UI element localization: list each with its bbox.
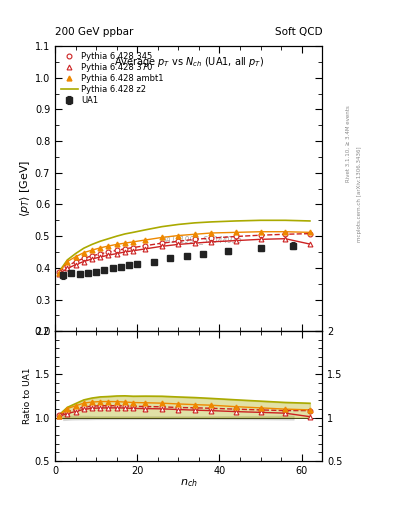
Pythia 6.428 z2: [65, 257, 70, 263]
Line: Pythia 6.428 z2: Pythia 6.428 z2: [59, 220, 310, 272]
Pythia 6.428 ambt1: [258, 229, 263, 235]
Pythia 6.428 ambt1: [176, 232, 181, 239]
Pythia 6.428 z2: [57, 269, 61, 275]
Pythia 6.428 z2: [176, 221, 181, 227]
Pythia 6.428 345: [123, 246, 127, 252]
Text: Soft QCD: Soft QCD: [275, 27, 322, 37]
Pythia 6.428 z2: [193, 220, 197, 226]
Pythia 6.428 345: [143, 243, 148, 249]
Pythia 6.428 ambt1: [143, 237, 148, 243]
Pythia 6.428 345: [258, 232, 263, 238]
Pythia 6.428 370: [65, 265, 70, 271]
Pythia 6.428 z2: [73, 250, 78, 257]
Pythia 6.428 345: [114, 247, 119, 253]
Pythia 6.428 345: [308, 230, 312, 237]
Pythia 6.428 345: [57, 269, 61, 275]
Pythia 6.428 370: [160, 243, 164, 249]
Pythia 6.428 ambt1: [233, 229, 238, 236]
Pythia 6.428 370: [258, 236, 263, 242]
Pythia 6.428 370: [114, 250, 119, 257]
Pythia 6.428 ambt1: [283, 229, 288, 235]
Pythia 6.428 z2: [209, 219, 214, 225]
Pythia 6.428 345: [193, 236, 197, 242]
Pythia 6.428 ambt1: [65, 259, 70, 265]
Pythia 6.428 z2: [160, 224, 164, 230]
Pythia 6.428 z2: [114, 233, 119, 239]
Pythia 6.428 370: [308, 241, 312, 247]
Pythia 6.428 z2: [131, 229, 136, 236]
Pythia 6.428 z2: [106, 236, 111, 242]
Pythia 6.428 345: [209, 235, 214, 241]
Pythia 6.428 370: [131, 248, 136, 254]
Pythia 6.428 z2: [233, 218, 238, 224]
Pythia 6.428 345: [65, 263, 70, 269]
Text: Average $p_T$ vs $N_{ch}$ (UA1, all $p_T$): Average $p_T$ vs $N_{ch}$ (UA1, all $p_T…: [114, 55, 264, 69]
Pythia 6.428 ambt1: [98, 245, 103, 251]
Pythia 6.428 370: [90, 256, 94, 262]
Line: Pythia 6.428 345: Pythia 6.428 345: [57, 231, 312, 274]
Pythia 6.428 370: [106, 252, 111, 258]
Pythia 6.428 345: [233, 233, 238, 240]
Pythia 6.428 ambt1: [114, 241, 119, 247]
Pythia 6.428 z2: [258, 217, 263, 223]
Pythia 6.428 370: [193, 240, 197, 246]
Pythia 6.428 370: [98, 254, 103, 260]
Text: Rivet 3.1.10, ≥ 3.4M events: Rivet 3.1.10, ≥ 3.4M events: [345, 105, 350, 182]
Pythia 6.428 ambt1: [73, 253, 78, 260]
Pythia 6.428 z2: [143, 227, 148, 233]
Pythia 6.428 345: [283, 231, 288, 238]
Pythia 6.428 ambt1: [90, 247, 94, 253]
Line: Pythia 6.428 370: Pythia 6.428 370: [57, 236, 312, 276]
Pythia 6.428 ambt1: [308, 229, 312, 236]
Pythia 6.428 ambt1: [106, 243, 111, 249]
Pythia 6.428 345: [176, 238, 181, 244]
Pythia 6.428 ambt1: [193, 231, 197, 238]
Y-axis label: Ratio to UA1: Ratio to UA1: [23, 368, 32, 424]
Pythia 6.428 370: [233, 238, 238, 244]
Pythia 6.428 345: [131, 245, 136, 251]
Pythia 6.428 345: [106, 249, 111, 255]
Pythia 6.428 370: [73, 262, 78, 268]
X-axis label: $n_{ch}$: $n_{ch}$: [180, 477, 198, 489]
Pythia 6.428 z2: [283, 217, 288, 223]
Pythia 6.428 345: [73, 259, 78, 265]
Pythia 6.428 ambt1: [123, 240, 127, 246]
Text: UA1_1990_S2044935: UA1_1990_S2044935: [161, 236, 243, 244]
Pythia 6.428 345: [98, 251, 103, 257]
Pythia 6.428 z2: [90, 241, 94, 247]
Pythia 6.428 ambt1: [209, 230, 214, 236]
Pythia 6.428 z2: [98, 238, 103, 244]
Pythia 6.428 z2: [308, 218, 312, 224]
Text: mcplots.cern.ch [arXiv:1306.3436]: mcplots.cern.ch [arXiv:1306.3436]: [357, 147, 362, 242]
Legend: Pythia 6.428 345, Pythia 6.428 370, Pythia 6.428 ambt1, Pythia 6.428 z2, UA1: Pythia 6.428 345, Pythia 6.428 370, Pyth…: [59, 50, 165, 107]
Pythia 6.428 ambt1: [81, 249, 86, 255]
Pythia 6.428 345: [160, 240, 164, 246]
Pythia 6.428 370: [209, 239, 214, 245]
Pythia 6.428 z2: [81, 245, 86, 251]
Pythia 6.428 370: [176, 241, 181, 247]
Pythia 6.428 ambt1: [57, 269, 61, 275]
Text: 200 GeV ppbar: 200 GeV ppbar: [55, 27, 133, 37]
Pythia 6.428 370: [81, 259, 86, 265]
Pythia 6.428 345: [90, 253, 94, 259]
Pythia 6.428 ambt1: [160, 234, 164, 241]
Pythia 6.428 370: [123, 249, 127, 255]
Pythia 6.428 370: [143, 246, 148, 252]
Pythia 6.428 370: [57, 270, 61, 276]
Pythia 6.428 ambt1: [131, 239, 136, 245]
Pythia 6.428 345: [81, 255, 86, 262]
Y-axis label: $\langle p_T \rangle$ [GeV]: $\langle p_T \rangle$ [GeV]: [18, 160, 32, 217]
Pythia 6.428 z2: [123, 231, 127, 237]
Line: Pythia 6.428 ambt1: Pythia 6.428 ambt1: [57, 229, 312, 275]
Pythia 6.428 370: [283, 236, 288, 242]
